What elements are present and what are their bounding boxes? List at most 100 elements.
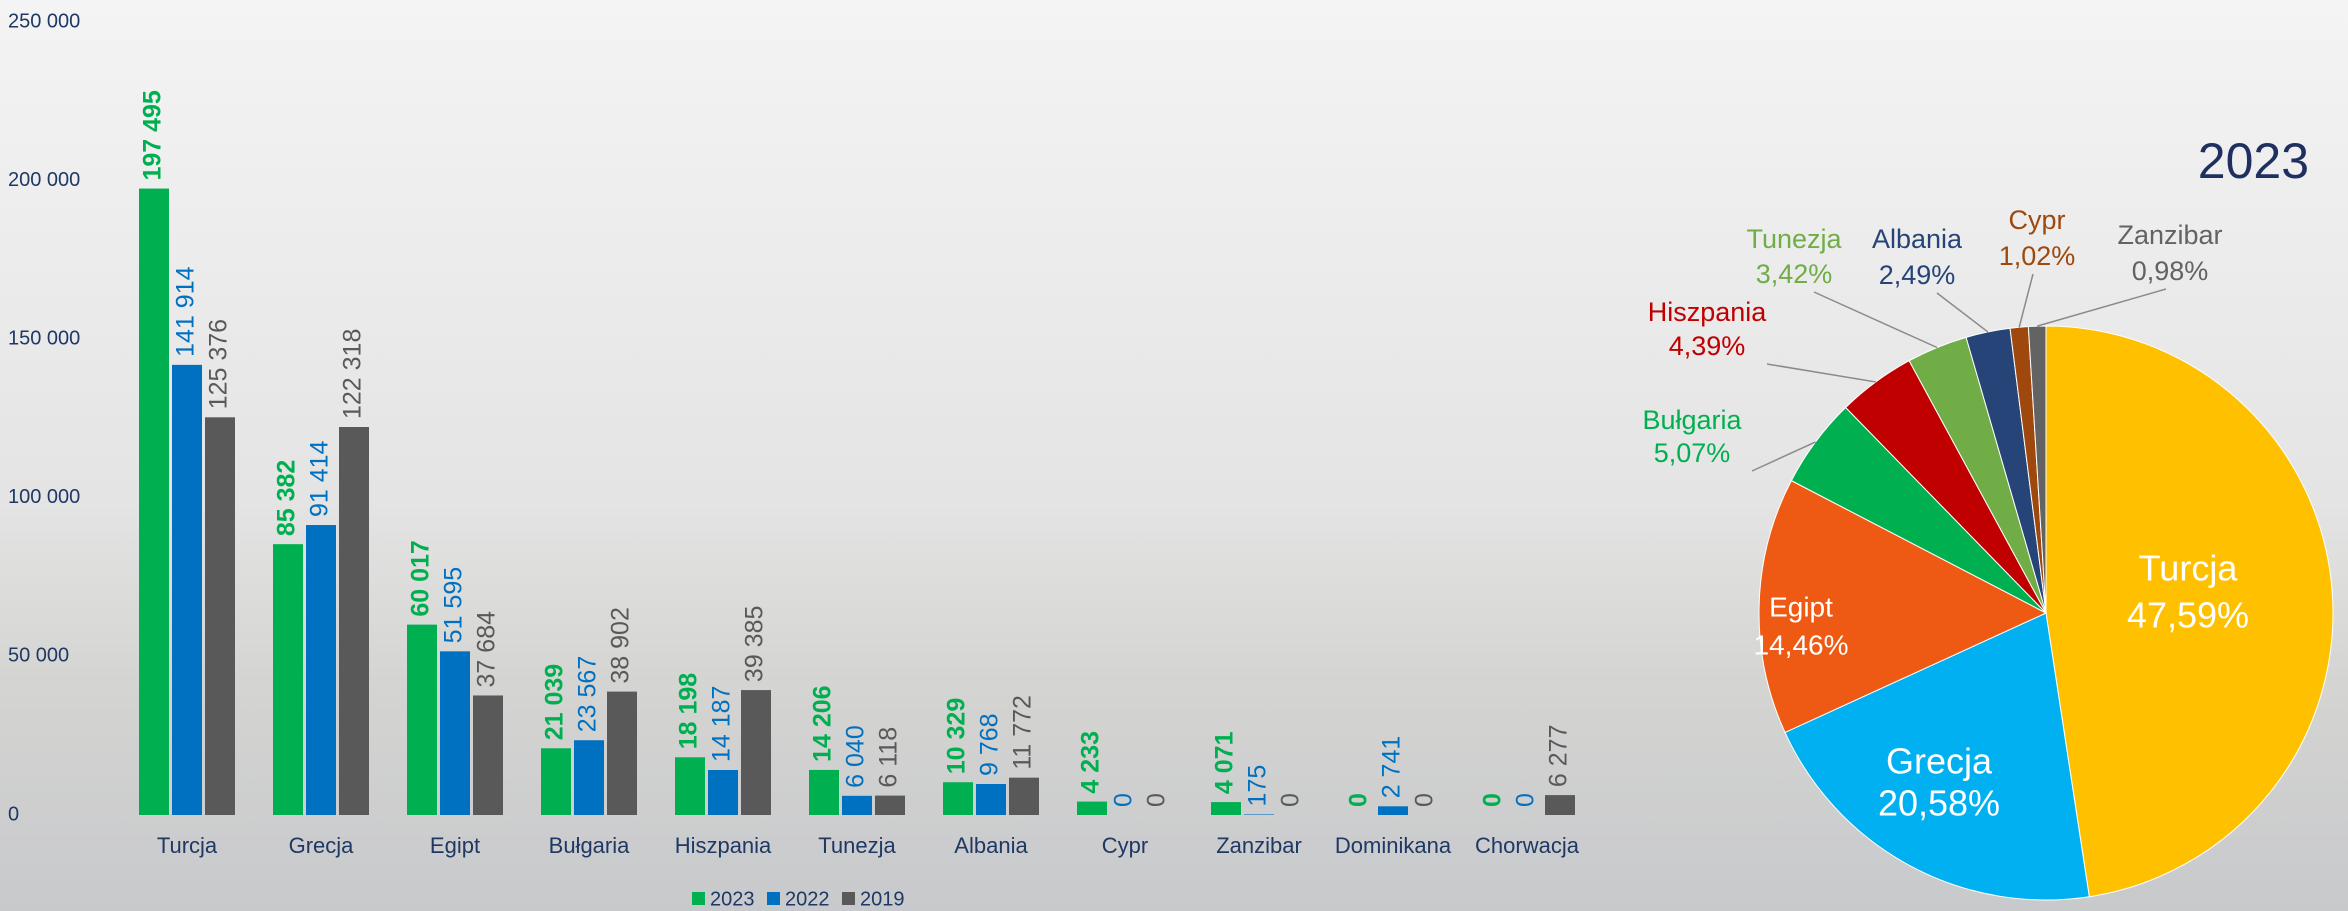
bar	[541, 748, 571, 815]
y-tick-label: 0	[8, 803, 19, 825]
data-label: 141 914	[172, 266, 200, 356]
leader-line	[1766, 363, 1876, 383]
data-label: 0	[1110, 793, 1138, 807]
data-label: 10 329	[943, 698, 971, 774]
pie-slice	[1784, 612, 2090, 901]
data-label: 6 118	[875, 727, 903, 788]
data-label: 85 382	[273, 460, 301, 536]
x-tick-label: Grecja	[289, 833, 355, 858]
bar	[1545, 795, 1575, 815]
pie-value-label: 14,46%	[1754, 629, 1849, 660]
bar	[440, 651, 470, 815]
legend-label: 2022	[785, 888, 830, 910]
bar	[943, 782, 973, 815]
x-tick-label: Cypr	[1102, 833, 1148, 858]
data-label: 0	[1512, 793, 1540, 807]
legend-swatch	[692, 892, 705, 905]
pie-value-label: 20,58%	[1878, 783, 2000, 824]
pie-label: Bułgaria	[1642, 405, 1742, 435]
data-label: 38 902	[607, 607, 635, 683]
bar	[306, 525, 336, 815]
data-label: 122 318	[339, 329, 367, 419]
x-tick-label: Tunezja	[818, 833, 896, 858]
x-tick-label: Hiszpania	[675, 833, 772, 858]
data-label: 0	[1479, 793, 1507, 807]
pie-value-label: 0,98%	[2132, 256, 2209, 286]
leader-line	[1751, 441, 1816, 472]
data-label: 21 039	[541, 664, 569, 740]
bar	[842, 795, 872, 815]
data-label: 9 768	[976, 713, 1004, 776]
data-label: 2 741	[1378, 736, 1406, 799]
x-tick-label: Dominikana	[1335, 833, 1452, 858]
legend-swatch	[767, 892, 780, 905]
y-tick-label: 50 000	[8, 645, 69, 667]
y-tick-label: 250 000	[8, 10, 80, 32]
legend-label: 2019	[860, 888, 905, 910]
data-label: 14 206	[809, 685, 837, 761]
pie-label: Tunezja	[1746, 224, 1842, 254]
data-label: 4 071	[1211, 731, 1239, 794]
bar	[1009, 777, 1039, 815]
data-label: 0	[1411, 793, 1439, 807]
data-label: 0	[1277, 793, 1305, 807]
pie-value-label: 1,02%	[1999, 241, 2076, 271]
pie-label: Zanzibar	[2117, 220, 2222, 250]
data-label: 175	[1244, 765, 1272, 807]
data-label: 6 277	[1545, 725, 1573, 788]
data-label: 18 198	[675, 673, 703, 750]
pie-title: 2023	[2198, 133, 2309, 189]
bar	[875, 795, 905, 815]
pie-value-label: 5,07%	[1654, 438, 1731, 468]
pie-value-label: 47,59%	[2127, 595, 2249, 636]
data-label: 91 414	[306, 440, 334, 517]
data-label: 39 385	[741, 606, 769, 682]
bar	[741, 690, 771, 815]
pie-label: Turcja	[2139, 548, 2239, 589]
data-label: 6 040	[842, 725, 870, 788]
bar	[407, 624, 437, 815]
pie-label: Grecja	[1886, 741, 1993, 782]
bar	[1244, 814, 1274, 815]
bar	[675, 757, 705, 815]
pie-value-label: 2,49%	[1879, 260, 1956, 290]
pie-value-label: 3,42%	[1756, 259, 1833, 289]
x-tick-label: Chorwacja	[1475, 833, 1580, 858]
bar	[976, 784, 1006, 815]
bar	[273, 544, 303, 815]
legend-label: 2023	[710, 888, 755, 910]
x-tick-label: Albania	[954, 833, 1028, 858]
data-label: 37 684	[473, 611, 501, 688]
bar	[574, 740, 604, 815]
pie-slice	[2045, 325, 2334, 898]
leader-line	[1813, 291, 1938, 349]
data-label: 197 495	[139, 90, 167, 180]
bar	[172, 364, 202, 815]
pie-label: Cypr	[2008, 205, 2065, 235]
leader-line	[2018, 273, 2034, 328]
data-label: 11 772	[1009, 695, 1037, 770]
x-tick-label: Turcja	[157, 833, 218, 858]
data-label: 51 595	[440, 567, 468, 643]
data-label: 23 567	[574, 656, 602, 732]
pie-label: Egipt	[1769, 591, 1833, 622]
data-label: 0	[1143, 793, 1171, 807]
pie-label: Albania	[1872, 224, 1963, 254]
data-label: 14 187	[708, 686, 736, 762]
pie-value-label: 4,39%	[1669, 331, 1746, 361]
bar	[139, 188, 169, 816]
legend-swatch	[842, 892, 855, 905]
y-tick-label: 150 000	[8, 327, 80, 349]
data-label: 4 233	[1077, 731, 1105, 794]
y-tick-label: 100 000	[8, 486, 80, 508]
y-tick-label: 200 000	[8, 169, 80, 191]
pie-label: Hiszpania	[1648, 297, 1768, 327]
bar	[339, 427, 369, 815]
data-label: 0	[1345, 793, 1373, 807]
bar	[205, 417, 235, 815]
bar	[809, 769, 839, 815]
bar	[1378, 806, 1408, 815]
bar	[607, 691, 637, 815]
